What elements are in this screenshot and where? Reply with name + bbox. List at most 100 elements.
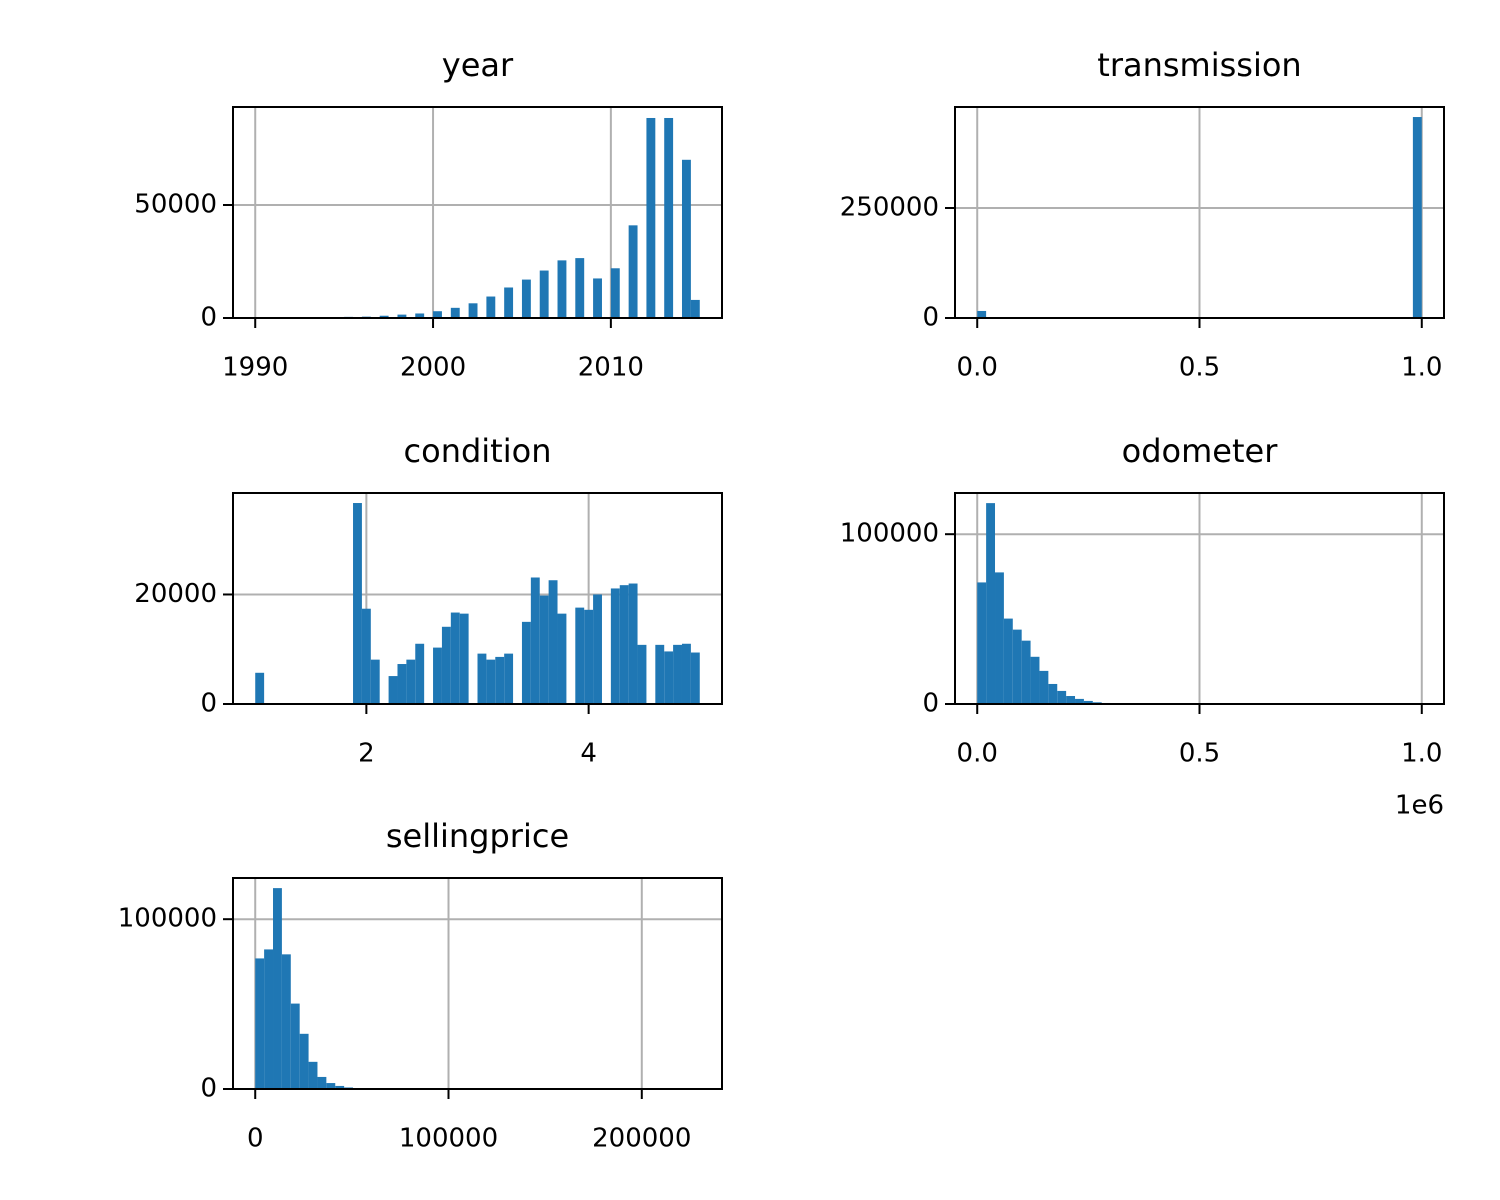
- bar: [255, 672, 265, 704]
- x-tick-label: 0.5: [1179, 739, 1220, 769]
- bar: [619, 585, 629, 704]
- bar: [1083, 700, 1093, 704]
- y-tick-label: 0: [200, 689, 217, 719]
- bar: [326, 1083, 336, 1089]
- bar: [281, 954, 291, 1089]
- bar: [397, 664, 407, 704]
- y-tick-label: 100000: [840, 519, 939, 549]
- bar: [1021, 640, 1031, 704]
- subplot-title: transmission: [1097, 46, 1301, 84]
- bar: [1003, 618, 1013, 704]
- subplot-title: sellingprice: [386, 817, 569, 855]
- x-tick-label: 1.0: [1401, 739, 1442, 769]
- axes-frame: [232, 877, 723, 1090]
- bar: [379, 315, 389, 318]
- bar: [433, 311, 442, 318]
- bar: [681, 643, 691, 704]
- bar: [290, 1003, 300, 1089]
- bar: [397, 314, 407, 318]
- axes-frame: [232, 492, 723, 705]
- subplot: 0 100000 200000 0 100000 sellingprice: [118, 817, 723, 1154]
- bar: [521, 279, 531, 318]
- bar: [690, 299, 700, 318]
- bar: [575, 607, 585, 704]
- bar: [584, 609, 594, 704]
- bar: [317, 1076, 327, 1089]
- bar: [690, 652, 700, 704]
- bar: [433, 647, 442, 704]
- x-tick-label: 100000: [399, 1124, 498, 1154]
- bar: [557, 613, 567, 704]
- subplot: 1990 2000 2010 0 50000 year: [134, 46, 723, 383]
- bar: [273, 888, 282, 1089]
- subplot: 2 4 0 20000 condition: [134, 432, 723, 769]
- x-tick-label: 2000: [400, 353, 466, 383]
- bar: [557, 260, 567, 318]
- bar: [673, 644, 682, 704]
- bar: [1075, 698, 1084, 704]
- bar: [664, 117, 674, 318]
- bar: [1066, 696, 1076, 704]
- bar: [450, 307, 460, 318]
- bar: [539, 595, 549, 704]
- x-tick-label: 200000: [592, 1124, 691, 1154]
- bar: [1048, 683, 1058, 704]
- subplot-title: year: [442, 46, 514, 84]
- y-tick-label: 0: [200, 303, 217, 333]
- bar: [406, 659, 416, 704]
- bar: [593, 594, 602, 704]
- y-tick-label: 50000: [134, 189, 217, 219]
- subplot: 0.0 0.5 1.0 0 250000 transmission: [840, 46, 1445, 383]
- bar: [388, 676, 398, 704]
- bar: [450, 612, 460, 704]
- bar: [459, 613, 469, 704]
- bar: [335, 1085, 345, 1089]
- bar: [664, 651, 674, 704]
- bar: [370, 659, 380, 704]
- subplot: 0.0 0.5 1.0 0 100000 1e6 odometer: [840, 432, 1445, 821]
- bar: [495, 656, 505, 704]
- bar: [681, 159, 691, 318]
- x-offset-label: 1e6: [1395, 791, 1444, 821]
- bar: [628, 583, 638, 704]
- bar: [646, 117, 656, 318]
- bar: [1039, 670, 1049, 704]
- y-tick-label: 250000: [840, 192, 939, 222]
- x-tick-label: 0: [247, 1124, 264, 1154]
- bar: [441, 626, 451, 704]
- bar: [986, 503, 996, 704]
- bar: [575, 258, 585, 318]
- bar: [995, 572, 1004, 704]
- bar: [264, 949, 274, 1089]
- bar: [1012, 629, 1022, 704]
- bar: [361, 608, 371, 704]
- bar: [415, 643, 425, 704]
- subplot-title: odometer: [1122, 432, 1279, 470]
- bar: [308, 1061, 318, 1089]
- bar: [353, 503, 362, 704]
- x-tick-label: 0.0: [957, 739, 998, 769]
- subplot-title: condition: [404, 432, 552, 470]
- y-tick-label: 0: [200, 1074, 217, 1104]
- bar: [1057, 690, 1067, 704]
- y-tick-label: 0: [922, 689, 939, 719]
- y-tick-label: 0: [922, 303, 939, 333]
- bar: [593, 278, 602, 318]
- bar: [628, 225, 638, 318]
- bar: [610, 588, 620, 704]
- bar: [977, 310, 987, 318]
- bar: [1412, 117, 1422, 318]
- bar: [255, 958, 265, 1089]
- x-tick-label: 1.0: [1401, 353, 1442, 383]
- y-tick-label: 20000: [134, 579, 217, 609]
- bar: [521, 621, 531, 704]
- x-tick-label: 1990: [222, 353, 288, 383]
- x-tick-label: 0.0: [957, 353, 998, 383]
- bar: [637, 644, 647, 704]
- bar: [299, 1033, 309, 1089]
- bar: [1030, 656, 1040, 704]
- bar: [415, 313, 425, 318]
- bar: [468, 303, 478, 318]
